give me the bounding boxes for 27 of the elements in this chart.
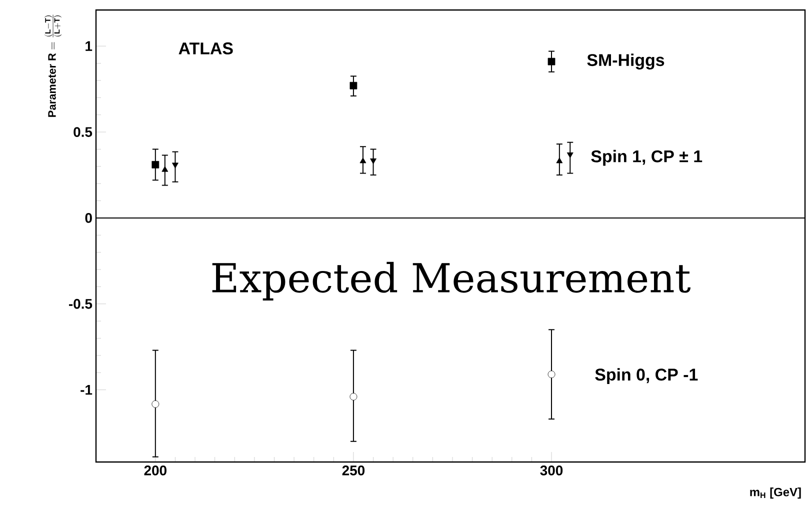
point [548,370,556,378]
point [350,82,358,90]
y-axis-title: $\mathbf{Parameter\ R} = \frac{\mathbf{(L-T)}}{\mathbf{(L+T)}}$ [44,14,62,117]
point [162,166,168,172]
annotation: Expected Measurement [212,262,691,300]
point [152,160,160,168]
point [360,158,366,164]
x-axis-title: m$_{H}$ [GeV] [750,488,801,499]
annotation: Spin 0, CP -1 [595,368,698,384]
x-tick-label: 200 [144,466,166,476]
point [172,162,178,168]
x-tick-label: 300 [540,466,563,476]
point [566,152,574,158]
annotation: SM-Higgs [587,54,664,70]
point [152,400,160,408]
y-tick-label: 1 [86,41,92,51]
y-tick-label: 0 [85,213,92,223]
point [556,158,563,164]
point [350,393,358,400]
y-tick-label: 0.5 [74,127,92,137]
x-tick-label: 250 [342,466,365,476]
annotation: ATLAS [178,42,233,54]
point [370,158,376,164]
point [548,58,556,66]
y-tick-label: -0.5 [68,298,92,309]
y-tick-label: -1 [80,385,92,395]
annotation: Spin 1, CP ± 1 [591,150,702,166]
